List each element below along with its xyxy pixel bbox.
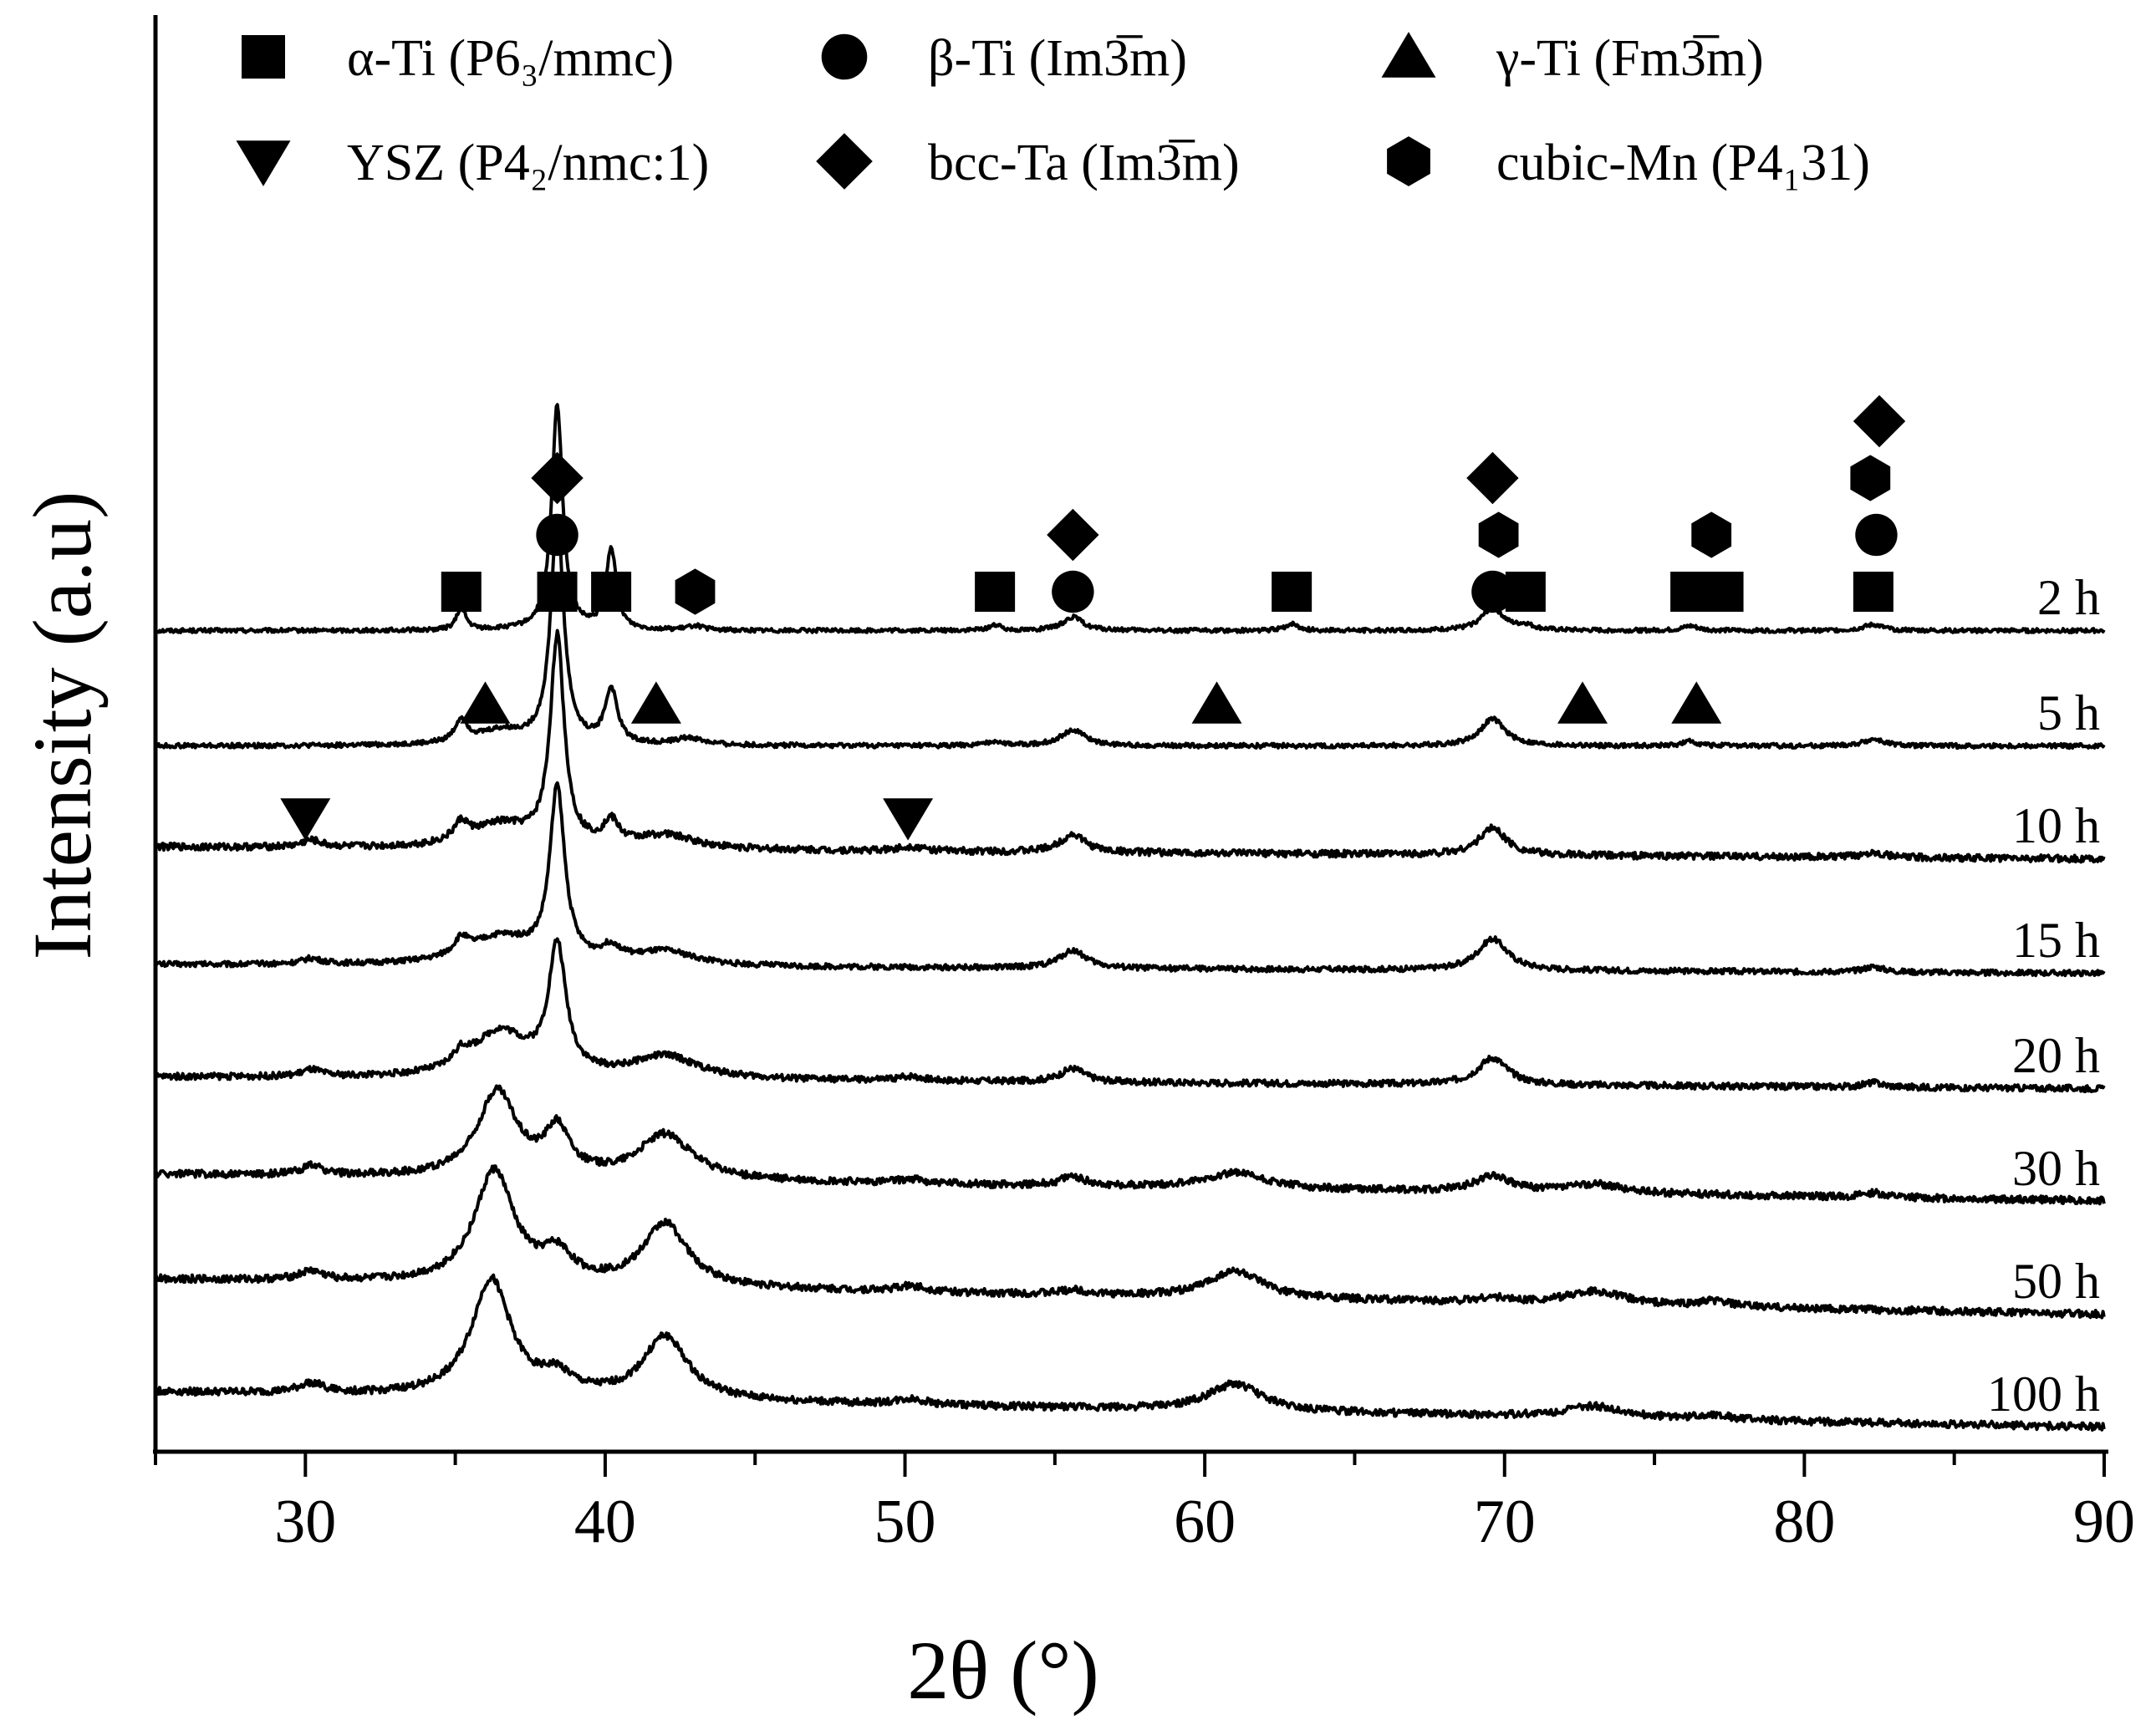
trace-labels: 2 h 5 h 10 h 15 h 20 h 30 h 50 h 100 h [1987, 570, 2100, 1422]
marker-square-0 [441, 572, 482, 612]
trace-label-30h: 30 h [2012, 1141, 2100, 1196]
legend-entry-0: α-Ti (P6₃/mmc) [347, 30, 674, 87]
marker-square-6 [975, 572, 1016, 612]
trace-label-20h: 20 h [2012, 1028, 2100, 1083]
marker-triangle-up-24 [1557, 681, 1608, 724]
marker-hexagon-11 [1478, 511, 1519, 558]
marker-circle-10 [1471, 570, 1514, 613]
x-tick-label-90: 90 [2073, 1488, 2135, 1556]
trace-label-100h: 100 h [1987, 1366, 2100, 1422]
marker-circle-18 [1855, 513, 1898, 557]
x-axis-title: 2θ (°) [907, 1624, 1099, 1717]
trace-100h [154, 1273, 2106, 1432]
legend: α-Ti (P6₃/mmc) β-Ti (Im3̅m) γ-Ti (Fm3̅m) YS… [236, 30, 1870, 191]
y-axis-title: Intensity (a.u) [16, 491, 109, 960]
diffraction-traces [154, 403, 2106, 1432]
trace-30h [154, 1084, 2106, 1206]
trace-label-10h: 10 h [2012, 798, 2100, 853]
trace-label-50h: 50 h [2012, 1254, 2100, 1309]
marker-triangle-up-25 [1671, 681, 1722, 724]
x-tick-label-60: 60 [1174, 1488, 1236, 1556]
legend-entry-2: γ-Ti (Fm3̅m) [1496, 30, 1764, 87]
x-tick-label-50: 50 [874, 1488, 936, 1556]
trace-5h [155, 516, 2106, 751]
marker-triangle-up-21 [460, 681, 511, 724]
marker-square-13 [1505, 572, 1546, 612]
marker-triangle-up-22 [630, 681, 681, 724]
marker-diamond-20 [1853, 394, 1906, 448]
trace-label-15h: 15 h [2012, 913, 2100, 968]
marker-hexagon-5 [675, 568, 716, 615]
trace-50h [154, 1164, 2106, 1320]
marker-diamond-8 [1047, 508, 1099, 562]
marker-hexagon-19 [1850, 455, 1891, 501]
marker-square-17 [1853, 572, 1894, 612]
x-axis-tick-labels: 30 40 50 60 70 80 90 [274, 1488, 2135, 1556]
marker-square-1 [537, 572, 578, 612]
legend-symbol-triangle-up [1381, 32, 1436, 78]
x-axis-ticks [154, 1452, 2106, 1477]
legend-symbol-circle [821, 33, 868, 80]
marker-hexagon-16 [1691, 511, 1732, 558]
marker-circle-2 [536, 513, 579, 557]
plot-frame [153, 15, 2108, 1454]
x-tick-label-80: 80 [1773, 1488, 1835, 1556]
legend-symbol-triangle-down [236, 140, 291, 186]
legend-entry-1: β-Ti (Im3̅m) [928, 30, 1187, 87]
x-tick-label-40: 40 [574, 1488, 636, 1556]
marker-triangle-down-27 [883, 798, 934, 841]
marker-circle-7 [1052, 570, 1094, 613]
legend-symbol-square [242, 35, 285, 79]
x-tick-label-30: 30 [274, 1488, 336, 1556]
x-tick-label-70: 70 [1474, 1488, 1536, 1556]
legend-entry-3: YSZ (P4₂/nmc:1) [347, 135, 709, 191]
marker-triangle-down-26 [280, 798, 331, 841]
trace-2h [154, 403, 2106, 634]
trace-10h [154, 628, 2106, 864]
marker-square-15 [1703, 572, 1744, 612]
trace-label-5h: 5 h [2037, 685, 2100, 740]
marker-diamond-3 [531, 451, 584, 505]
marker-square-4 [591, 572, 632, 612]
trace-15h [154, 781, 2106, 978]
legend-entry-4: bcc-Ta (Im3̅m) [928, 135, 1240, 191]
legend-symbol-hexagon [1387, 136, 1430, 186]
marker-triangle-up-23 [1191, 681, 1242, 724]
marker-square-9 [1272, 572, 1312, 612]
trace-label-2h: 2 h [2037, 570, 2100, 625]
trace-20h [154, 937, 2106, 1094]
marker-diamond-12 [1466, 451, 1519, 505]
legend-symbol-diamond [816, 133, 873, 190]
phase-markers [280, 394, 1906, 841]
legend-entry-5: cubic-Mn (P4₁31) [1496, 135, 1870, 191]
